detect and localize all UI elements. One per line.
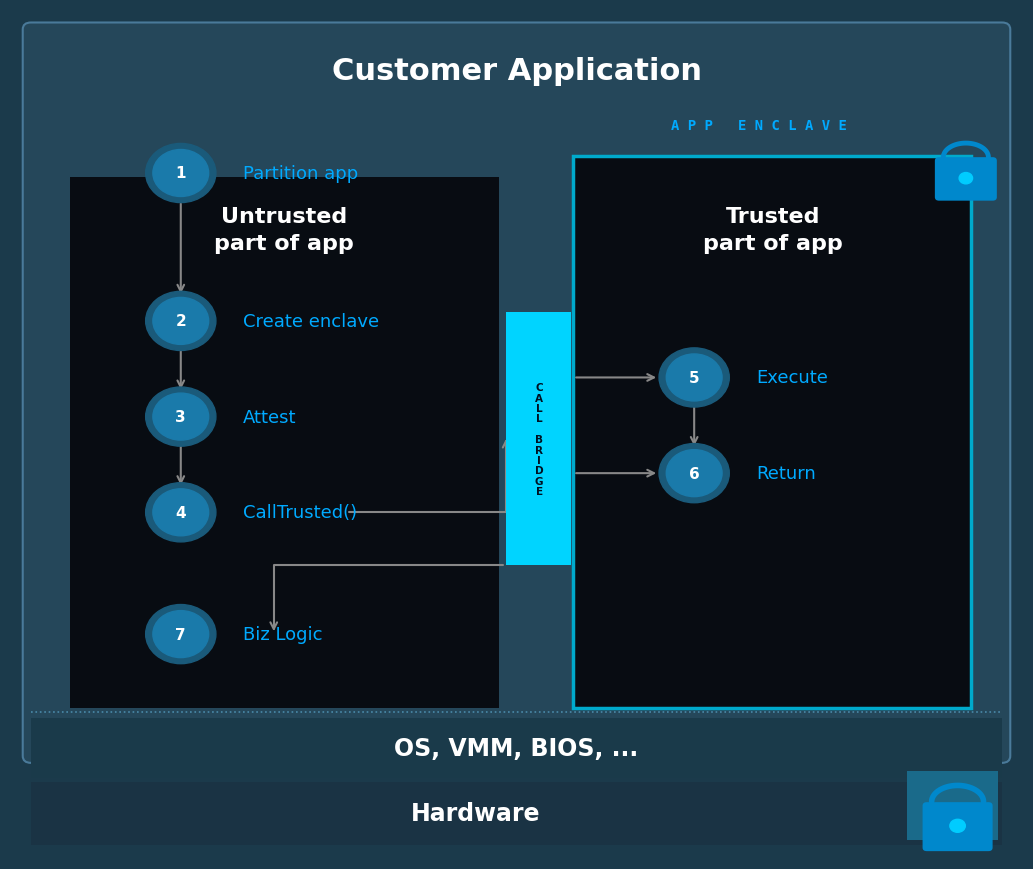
Text: C
A
L
L
 
B
R
I
D
G
E: C A L L B R I D G E <box>535 382 543 497</box>
Circle shape <box>146 605 216 664</box>
Text: Untrusted
part of app: Untrusted part of app <box>214 207 354 254</box>
Text: Return: Return <box>756 465 816 482</box>
Text: Partition app: Partition app <box>243 165 358 182</box>
Text: Trusted
part of app: Trusted part of app <box>702 207 843 254</box>
Text: Create enclave: Create enclave <box>243 313 379 330</box>
Text: 3: 3 <box>176 409 186 425</box>
FancyBboxPatch shape <box>922 802 993 851</box>
Text: Hardware: Hardware <box>410 801 540 826</box>
FancyBboxPatch shape <box>573 156 971 708</box>
Circle shape <box>146 483 216 542</box>
Circle shape <box>153 394 209 441</box>
FancyBboxPatch shape <box>31 719 1002 778</box>
Circle shape <box>146 292 216 351</box>
Text: OS, VMM, BIOS, ...: OS, VMM, BIOS, ... <box>395 736 638 760</box>
Circle shape <box>153 611 209 658</box>
Circle shape <box>666 355 722 401</box>
Circle shape <box>153 489 209 536</box>
Circle shape <box>950 819 965 833</box>
Circle shape <box>153 298 209 345</box>
FancyBboxPatch shape <box>31 782 1002 845</box>
FancyBboxPatch shape <box>907 771 998 840</box>
Text: Biz Logic: Biz Logic <box>243 626 322 643</box>
FancyBboxPatch shape <box>935 158 997 202</box>
Text: 5: 5 <box>689 370 699 386</box>
Text: Attest: Attest <box>243 408 296 426</box>
Circle shape <box>666 450 722 497</box>
Circle shape <box>659 348 729 408</box>
Text: A P P   E N C L A V E: A P P E N C L A V E <box>671 119 847 133</box>
Text: CallTrusted(): CallTrusted() <box>243 504 356 521</box>
Circle shape <box>146 144 216 203</box>
Text: 2: 2 <box>176 314 186 329</box>
Circle shape <box>153 150 209 197</box>
Text: Customer Application: Customer Application <box>332 56 701 86</box>
FancyBboxPatch shape <box>70 178 499 708</box>
Text: Execute: Execute <box>756 369 828 387</box>
Circle shape <box>146 388 216 447</box>
Text: 6: 6 <box>689 466 699 481</box>
Text: 4: 4 <box>176 505 186 521</box>
Circle shape <box>959 173 973 184</box>
Text: 1: 1 <box>176 166 186 182</box>
Text: 7: 7 <box>176 627 186 642</box>
FancyBboxPatch shape <box>23 23 1010 763</box>
FancyBboxPatch shape <box>506 313 571 565</box>
Circle shape <box>659 444 729 503</box>
